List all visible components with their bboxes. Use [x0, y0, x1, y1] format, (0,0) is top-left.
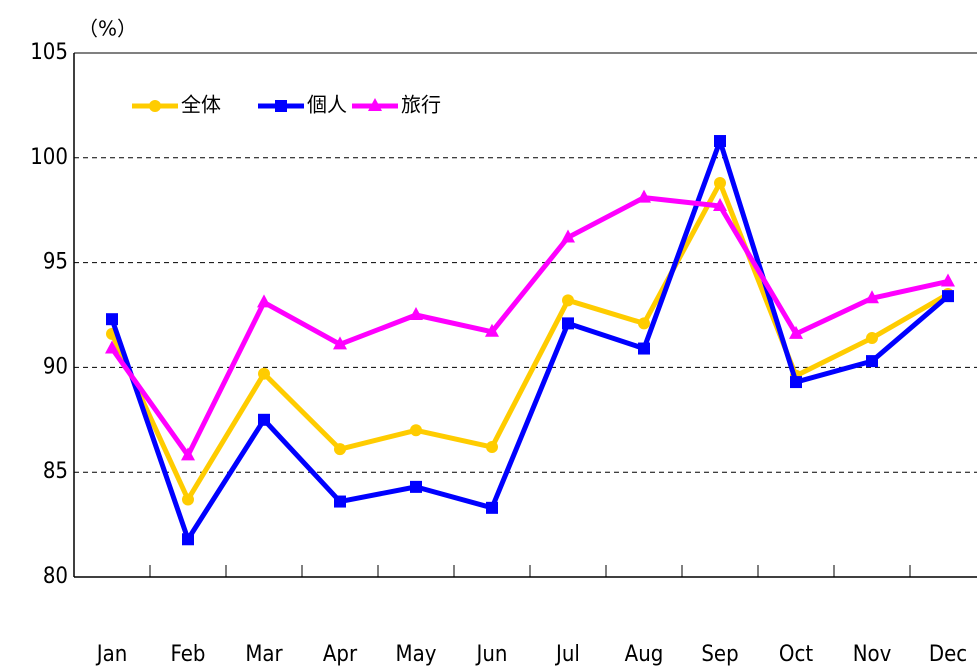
- point-marker: [638, 317, 650, 330]
- point-marker: [410, 480, 422, 493]
- legend-marker: [368, 98, 382, 111]
- point-marker: [485, 323, 499, 337]
- point-marker: [486, 441, 498, 454]
- point-marker: [562, 317, 574, 330]
- y-tick-label: 95: [43, 250, 68, 275]
- point-marker: [106, 313, 118, 326]
- x-tick-label: Mar: [245, 642, 283, 667]
- x-tick-label: Feb: [171, 642, 206, 667]
- point-marker: [258, 413, 270, 426]
- point-marker: [942, 290, 954, 303]
- y-tick-label: 90: [43, 354, 68, 379]
- point-marker: [865, 290, 879, 304]
- legend-marker: [149, 100, 161, 112]
- x-tick-label: May: [396, 642, 437, 667]
- point-marker: [334, 495, 346, 508]
- point-marker: [182, 493, 194, 506]
- point-marker: [486, 501, 498, 514]
- point-marker: [714, 176, 726, 189]
- point-marker: [561, 229, 575, 243]
- point-marker: [637, 189, 651, 203]
- y-tick-label: 100: [30, 145, 68, 170]
- point-marker: [789, 325, 803, 339]
- x-tick-label: Oct: [779, 642, 813, 667]
- legend-label: 個人: [307, 93, 347, 117]
- x-tick-label: Nov: [853, 642, 892, 667]
- x-tick-label: Dec: [929, 642, 967, 667]
- point-marker: [257, 294, 271, 308]
- point-marker: [105, 340, 119, 354]
- point-marker: [866, 355, 878, 368]
- point-marker: [866, 332, 878, 345]
- point-marker: [333, 336, 347, 350]
- point-marker: [181, 447, 195, 461]
- point-marker: [562, 294, 574, 307]
- x-tick-label: Jun: [475, 642, 508, 667]
- legend-label: 全体: [181, 93, 221, 117]
- point-marker: [790, 376, 802, 389]
- series-line: [109, 138, 950, 542]
- legend-label: 旅行: [401, 93, 441, 117]
- series-line: [109, 180, 950, 502]
- point-marker: [713, 198, 727, 212]
- x-tick-label: Jan: [95, 642, 128, 667]
- y-tick-label: 85: [43, 459, 68, 484]
- unit-label: （%）: [78, 17, 137, 41]
- x-tick-label: Sep: [701, 642, 738, 667]
- point-marker: [410, 424, 422, 437]
- point-marker: [409, 307, 423, 320]
- x-tick-label: Aug: [625, 642, 664, 667]
- series-line: [109, 195, 949, 458]
- x-tick-label: Apr: [323, 642, 358, 667]
- x-tick-label: Jul: [554, 642, 580, 667]
- point-marker: [941, 273, 955, 287]
- y-tick-label: 80: [43, 564, 68, 589]
- point-marker: [258, 367, 270, 380]
- legend-marker: [275, 100, 287, 112]
- point-marker: [638, 342, 650, 355]
- point-marker: [334, 443, 346, 456]
- point-marker: [714, 135, 726, 148]
- y-tick-label: 105: [30, 40, 68, 65]
- point-marker: [182, 533, 194, 546]
